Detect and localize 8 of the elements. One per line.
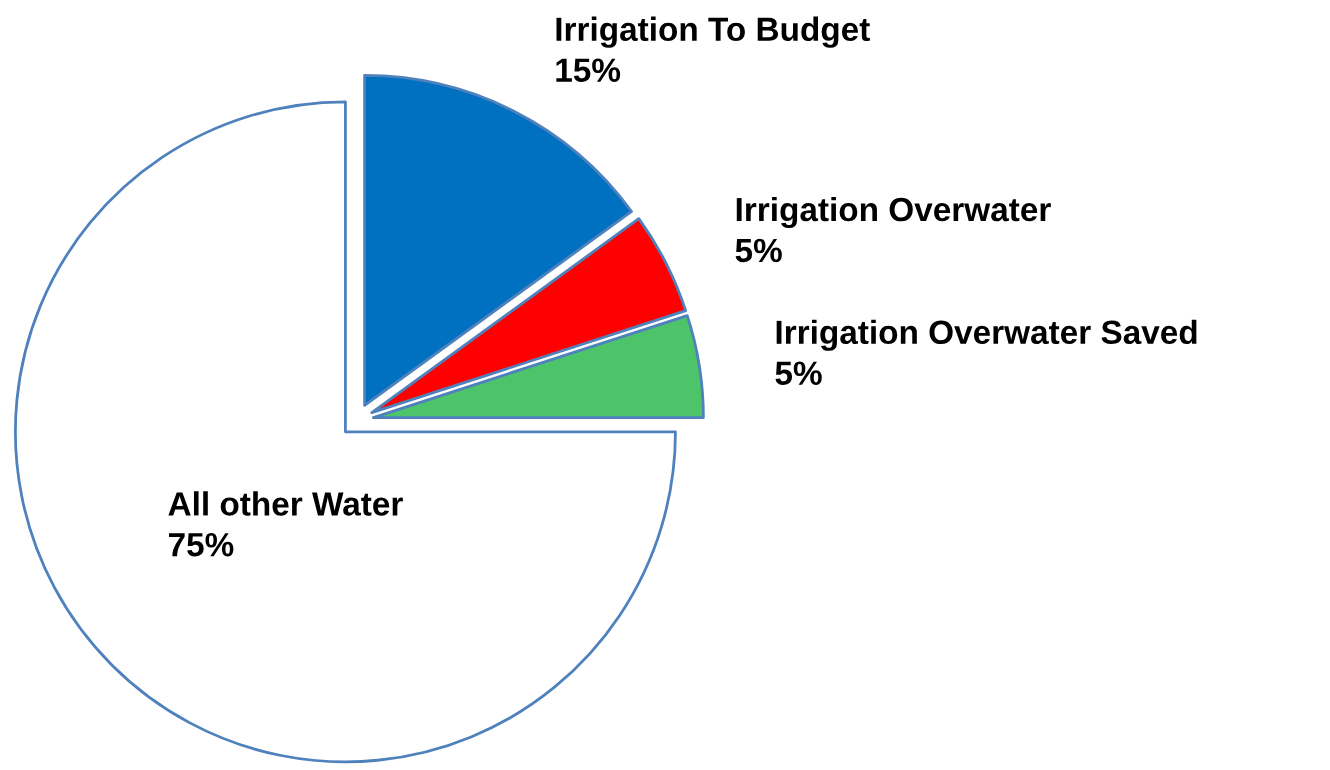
- data-label: 75%: [169, 532, 234, 557]
- data-label: 5%: [775, 361, 822, 385]
- slice-label: All other Water: [168, 491, 403, 516]
- slice-label: Irrigation To Budget: [556, 16, 870, 48]
- slice-label: Irrigation Overwater: [736, 196, 1051, 229]
- data-label: 5%: [735, 238, 782, 263]
- data-label: 15%: [556, 58, 621, 82]
- slice-label: Irrigation Overwater Saved: [776, 319, 1197, 351]
